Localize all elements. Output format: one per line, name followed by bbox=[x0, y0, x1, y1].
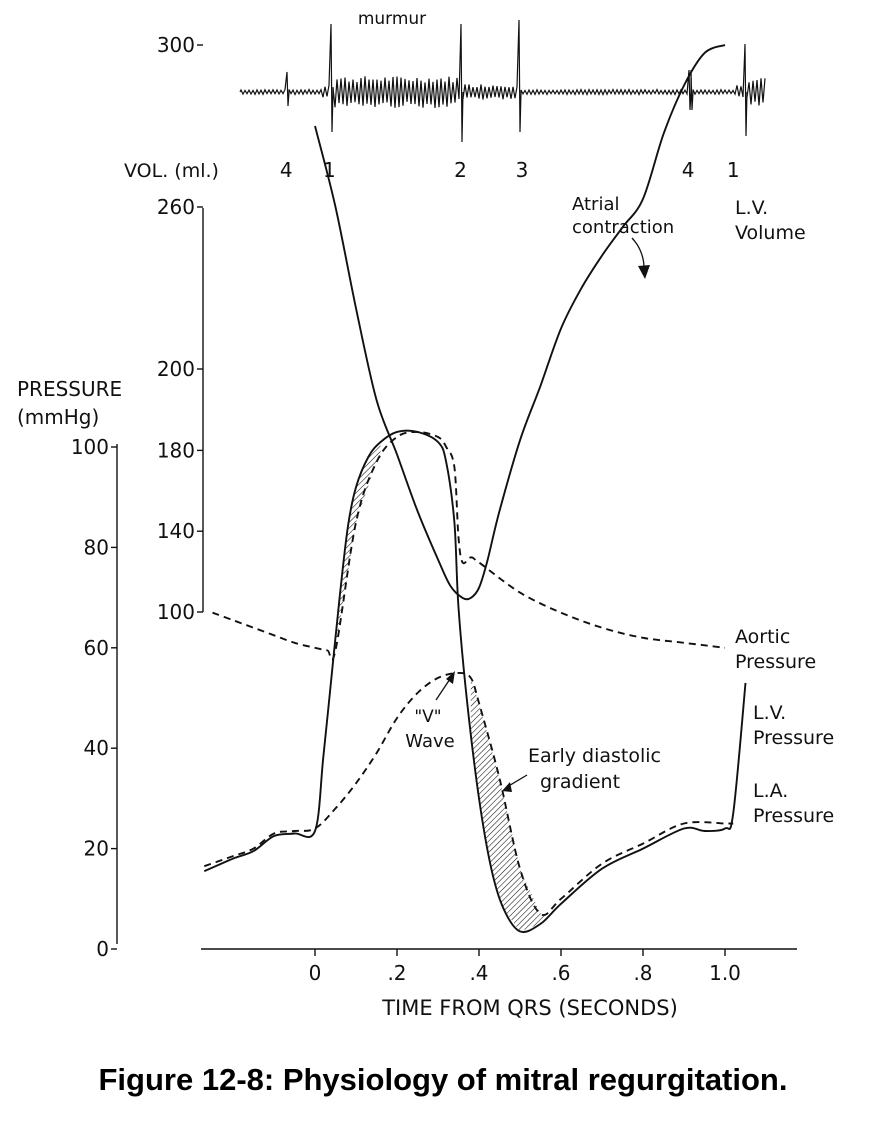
aortic-pressure-curve bbox=[212, 430, 726, 661]
lv-pressure-label-line2: Pressure bbox=[753, 727, 834, 749]
early-diastolic-arrowhead bbox=[502, 782, 512, 792]
heart-sound-label: 4 bbox=[682, 158, 695, 182]
lv-volume-label-line2: Volume bbox=[735, 222, 806, 244]
v-wave-arrowhead bbox=[446, 671, 455, 684]
la-pressure-label-line2: Pressure bbox=[753, 805, 834, 827]
time-tick-label: 0 bbox=[309, 961, 322, 985]
figure-caption: Figure 12-8: Physiology of mitral regurg… bbox=[98, 1062, 788, 1097]
volume-axis-label: VOL. (ml.) bbox=[124, 160, 219, 182]
lv-volume-label: L.V. bbox=[735, 197, 768, 219]
time-tick-label: .8 bbox=[633, 961, 652, 985]
early-diastolic-gradient-region bbox=[470, 677, 545, 932]
volume-tick-label: 180 bbox=[157, 438, 195, 462]
mitral-regurgitation-chart: murmur 4 1 2 3 4 1 VOL. (ml.) PRESSURE (mmHg)… bbox=[17, 9, 834, 1020]
pressure-tick-label: 40 bbox=[84, 736, 109, 760]
series-labels: L.V. Volume Aortic Pressure L.V. Pressur… bbox=[735, 197, 834, 827]
early-diastolic-label-line2: gradient bbox=[540, 771, 620, 793]
time-tick-label: 1.0 bbox=[709, 961, 741, 985]
volume-tick-label: 300 bbox=[157, 33, 195, 57]
early-diastolic-label: Early diastolic bbox=[528, 745, 661, 767]
v-wave-label: "V" bbox=[414, 707, 441, 727]
la-pressure-label: L.A. bbox=[753, 780, 788, 802]
atrial-contraction-label-line2: contraction bbox=[572, 217, 674, 238]
volume-tick-label: 140 bbox=[157, 519, 195, 543]
pressure-axis-ticks: 0 20 40 60 80 100 bbox=[71, 435, 117, 961]
heart-sound-label: 1 bbox=[727, 158, 740, 182]
pressure-tick-label: 20 bbox=[84, 837, 109, 861]
pressure-axis-label: PRESSURE bbox=[17, 377, 122, 401]
pressure-tick-label: 60 bbox=[84, 636, 109, 660]
pressure-axis-unit: (mmHg) bbox=[17, 405, 99, 429]
heart-sound-label: 2 bbox=[454, 158, 467, 182]
pressure-tick-label: 0 bbox=[96, 937, 109, 961]
lv-volume-curve bbox=[314, 44, 726, 601]
murmur-label: murmur bbox=[358, 9, 426, 29]
volume-axis-ticks: 100 140 180 200 260 300 bbox=[157, 33, 203, 624]
heart-sound-label: 3 bbox=[516, 158, 529, 182]
phonocardiogram: murmur 4 1 2 3 4 1 bbox=[239, 9, 766, 182]
phonocardiogram-trace bbox=[239, 19, 766, 143]
aortic-pressure-label-line2: Pressure bbox=[735, 651, 816, 673]
curves bbox=[203, 44, 747, 933]
la-pressure-curve bbox=[203, 671, 734, 916]
volume-tick-label: 260 bbox=[157, 195, 195, 219]
volume-tick-label: 200 bbox=[157, 357, 195, 381]
heart-sound-labels: 4 1 2 3 4 1 bbox=[280, 158, 740, 182]
atrial-contraction-label: Atrial bbox=[572, 194, 620, 215]
time-tick-label: .6 bbox=[551, 961, 570, 985]
time-axis-ticks: 0 .2 .4 .6 .8 1.0 bbox=[309, 949, 741, 985]
heart-sound-label: 1 bbox=[323, 158, 336, 182]
lv-pressure-label: L.V. bbox=[753, 702, 786, 724]
lv-pressure-curve bbox=[203, 429, 747, 933]
systolic-hatch-region bbox=[335, 442, 381, 651]
x-axis-label: TIME FROM QRS (SECONDS) bbox=[381, 996, 678, 1020]
pressure-tick-label: 100 bbox=[71, 435, 109, 459]
v-wave-label-line2: Wave bbox=[405, 731, 454, 752]
atrial-contraction-arrowhead bbox=[638, 265, 650, 279]
annotations: Atrial contraction "V" Wave Early diasto… bbox=[405, 194, 674, 793]
time-tick-label: .2 bbox=[387, 961, 406, 985]
volume-tick-label: 100 bbox=[157, 600, 195, 624]
axes: VOL. (ml.) PRESSURE (mmHg) 1001401802002… bbox=[17, 33, 797, 1020]
aortic-pressure-label: Aortic bbox=[735, 626, 790, 648]
time-tick-label: .4 bbox=[469, 961, 488, 985]
heart-sound-label: 4 bbox=[280, 158, 293, 182]
pressure-tick-label: 80 bbox=[84, 535, 109, 559]
